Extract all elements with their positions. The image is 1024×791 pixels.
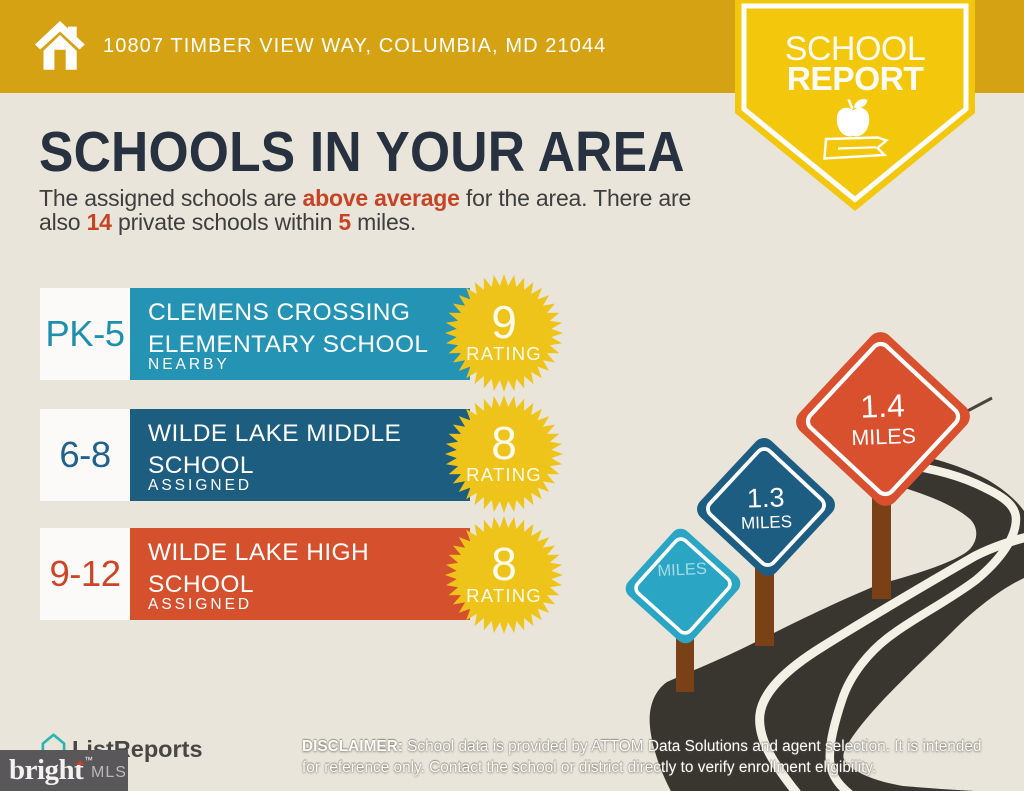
svg-text:1.4: 1.4 (860, 387, 906, 425)
svg-text:MILES: MILES (851, 424, 916, 450)
svg-text:MILES: MILES (741, 512, 793, 533)
svg-text:MILES: MILES (657, 560, 707, 581)
svg-text:REPORT: REPORT (787, 61, 925, 98)
svg-text:1.3: 1.3 (746, 482, 785, 513)
svg-text:SCHOOL: SCHOOL (785, 30, 926, 68)
